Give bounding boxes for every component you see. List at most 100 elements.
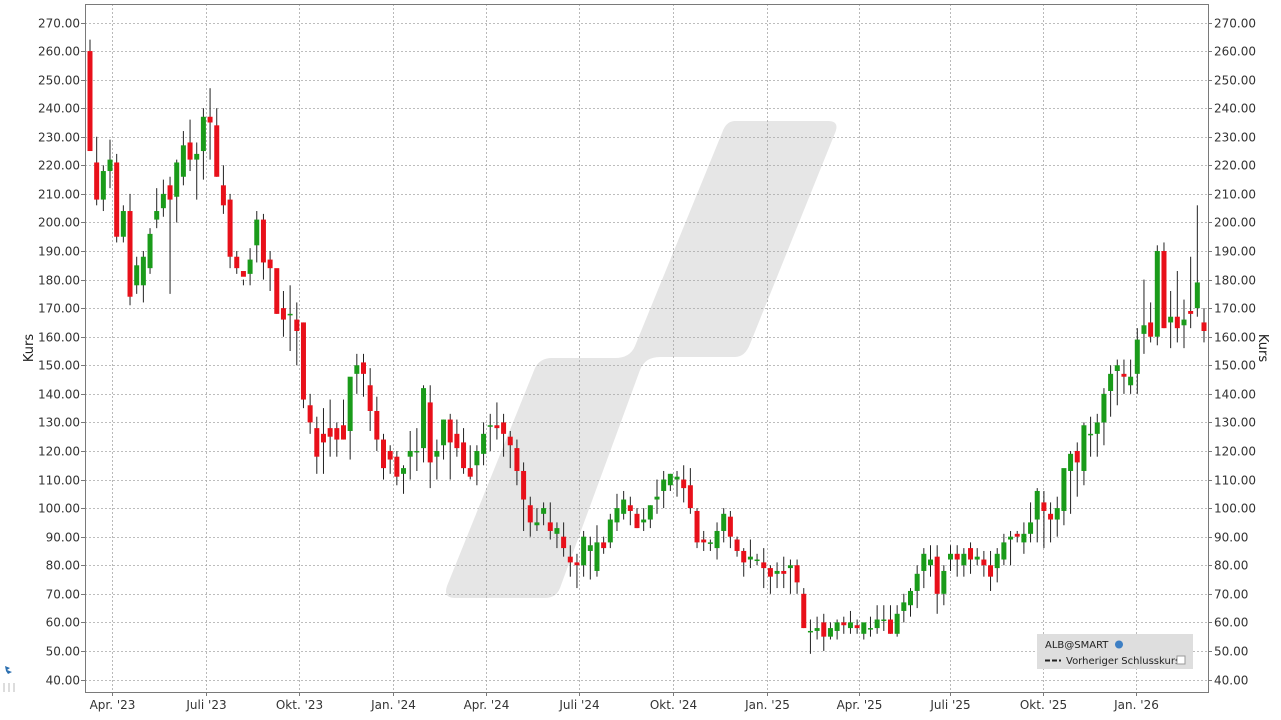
- candle-body-up: [907, 590, 913, 606]
- y-tick-label-right: 190.00: [1214, 245, 1256, 259]
- candle-body-up: [594, 542, 600, 571]
- candle-body-up: [347, 376, 353, 431]
- candle-body-up: [474, 450, 480, 466]
- candle-body-up: [814, 628, 820, 631]
- candle-body-down: [501, 422, 507, 434]
- y-tick-label-right: 160.00: [1214, 331, 1256, 345]
- x-tick-label: Okt. '24: [650, 698, 697, 712]
- candle-body-up: [1068, 453, 1074, 471]
- candle-body-down: [267, 259, 273, 269]
- y-tick-label-right: 200.00: [1214, 216, 1256, 230]
- x-axis: Apr. '23 Juli '23 Okt. '23 Jan. '24 Apr. '24…: [90, 692, 1159, 712]
- candle-body-up: [941, 570, 947, 594]
- x-tick-label: Apr. '25: [837, 698, 883, 712]
- y-tick-label-right: 90.00: [1214, 531, 1248, 545]
- candle-body-up: [1181, 319, 1187, 326]
- candle-body-up: [587, 545, 593, 551]
- candle-body-up: [674, 476, 680, 480]
- y-tick-label-right: 60.00: [1214, 616, 1248, 630]
- candle-body-up: [140, 256, 146, 286]
- globe-icon[interactable]: [1115, 640, 1123, 649]
- candle-body-up: [807, 630, 813, 633]
- candle-body-up: [1088, 433, 1094, 436]
- y-tick-label-left: 210.00: [38, 188, 80, 202]
- candle-body-up: [1108, 373, 1114, 391]
- candle-body-up: [107, 159, 113, 172]
- candle-body-up: [928, 559, 934, 566]
- candle-body-down: [1041, 502, 1047, 511]
- candle-body-down: [234, 256, 240, 269]
- candle-body-down: [727, 516, 733, 537]
- y-tick-label-left: 100.00: [38, 502, 80, 516]
- candle-body-down: [1048, 513, 1054, 520]
- legend-background: [1037, 634, 1193, 669]
- pin-icon[interactable]: [3, 666, 15, 692]
- candle-body-up: [581, 536, 587, 566]
- checkbox-icon[interactable]: [1176, 655, 1186, 665]
- candle-body-down: [427, 402, 433, 463]
- candle-body-up: [847, 622, 853, 629]
- candle-body-down: [367, 385, 373, 411]
- candle-body-up: [1128, 376, 1134, 386]
- candle-body-down: [694, 510, 700, 543]
- candle-body-down: [220, 185, 226, 206]
- candle-body-down: [741, 550, 747, 563]
- y-tick-label-right: 240.00: [1214, 102, 1256, 116]
- candle-body-up: [754, 559, 760, 562]
- candle-body-down: [274, 268, 280, 314]
- y-tick-label-left: 70.00: [46, 588, 80, 602]
- candle-body-up: [614, 508, 620, 523]
- candle-body-down: [1014, 533, 1020, 537]
- candle-body-down: [327, 428, 333, 437]
- candle-body-down: [687, 485, 693, 509]
- candle-body-up: [774, 570, 780, 574]
- candle-body-up: [921, 553, 927, 571]
- legend-entry-previous-close: Vorheriger Schlusskurs: [1066, 656, 1180, 667]
- x-tick-label: Juli '25: [929, 698, 970, 712]
- candle-body-down: [547, 522, 553, 531]
- candle-body-down: [601, 542, 607, 549]
- candle-body-down: [934, 556, 940, 594]
- candle-body-down: [387, 450, 393, 460]
- x-tick-label: Jan. '25: [744, 698, 790, 712]
- candle-body-up: [834, 622, 840, 631]
- legend-title: ALB@SMART: [1045, 640, 1109, 651]
- candle-body-down: [374, 410, 380, 440]
- candle-body-up: [607, 519, 613, 543]
- y-tick-label-left: 240.00: [38, 102, 80, 116]
- candle-body-down: [127, 211, 133, 297]
- candle-body-up: [747, 556, 753, 560]
- candle-body-up: [1034, 490, 1040, 520]
- candle-body-down: [494, 425, 500, 429]
- candle-body-up: [721, 513, 727, 531]
- candle-body-up: [1054, 508, 1060, 520]
- candle-body-down: [954, 553, 960, 560]
- y-tick-label-left: 230.00: [38, 131, 80, 145]
- candle-body-down: [87, 51, 93, 152]
- x-tick-label: Okt. '25: [1020, 698, 1067, 712]
- candle-body-down: [260, 219, 266, 263]
- x-tick-label: Jan. '24: [370, 698, 416, 712]
- x-tick-label: Apr. '24: [464, 698, 510, 712]
- candle-body-down: [300, 322, 306, 400]
- y-tick-label-right: 130.00: [1214, 416, 1256, 430]
- candle-body-down: [514, 448, 520, 471]
- candle-body-down: [340, 425, 346, 440]
- candle-body-up: [647, 505, 653, 520]
- candle-body-up: [481, 433, 487, 454]
- candle-body-up: [180, 145, 186, 177]
- y-tick-label-right: 140.00: [1214, 388, 1256, 402]
- candle-body-up: [621, 499, 627, 514]
- y-tick-label-right: 50.00: [1214, 645, 1248, 659]
- candle-body-up: [787, 565, 793, 569]
- candle-body-up: [487, 425, 493, 427]
- x-tick-label: Juli '24: [558, 698, 599, 712]
- candle-body-down: [1161, 251, 1167, 329]
- candle-body-up: [434, 450, 440, 457]
- candle-body-down: [314, 428, 320, 457]
- candle-body-up: [247, 259, 253, 274]
- y-tick-label-left: 40.00: [46, 674, 80, 688]
- candle-body-up: [441, 419, 447, 446]
- candle-body-up: [1114, 365, 1120, 371]
